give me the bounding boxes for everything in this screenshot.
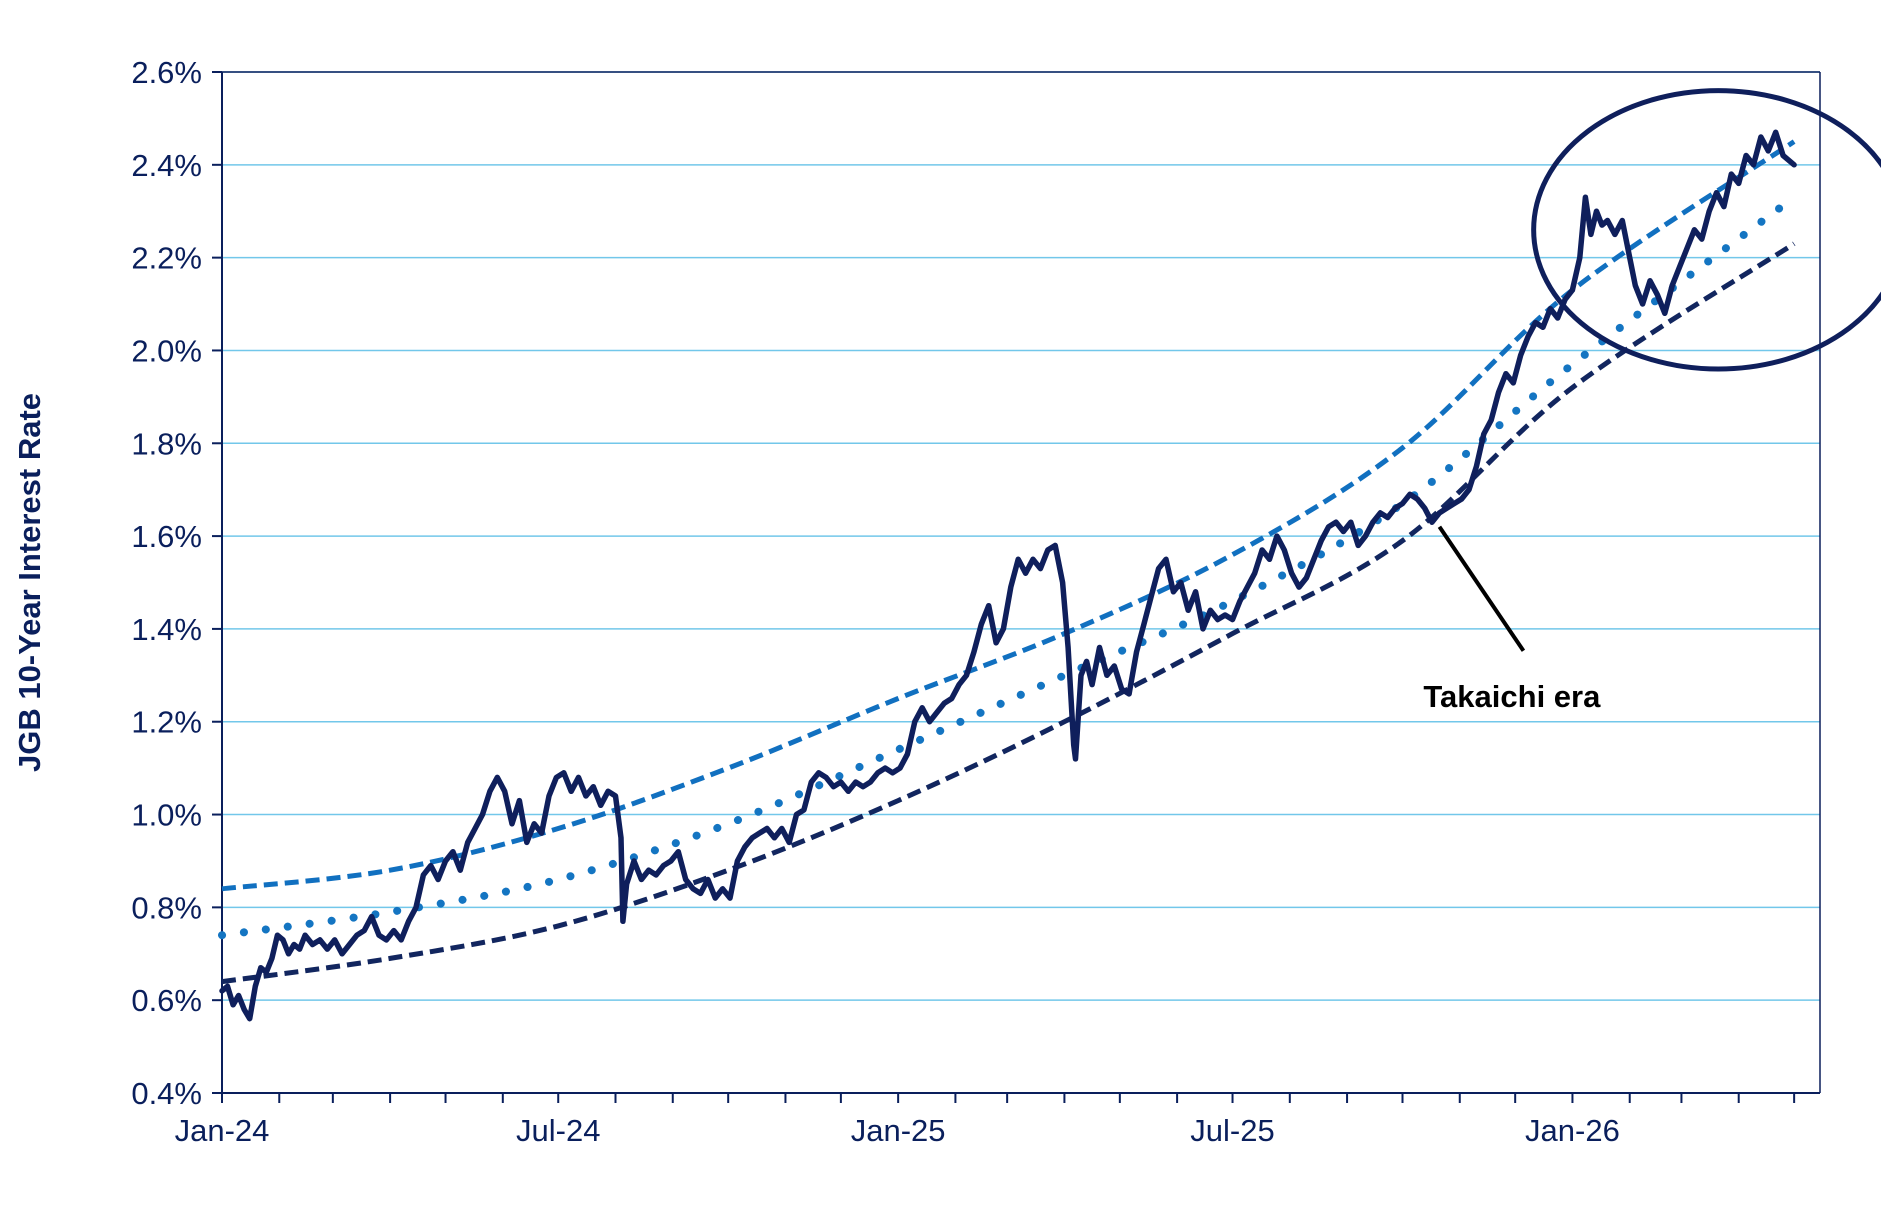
y-tick-label: 0.8%	[131, 890, 202, 925]
series-line-lower-band	[221, 241, 1796, 985]
axes	[212, 71, 1821, 1103]
y-tick-label: 2.6%	[131, 55, 202, 90]
annotation-pointer-line	[1437, 525, 1526, 652]
y-tick-label: 1.8%	[131, 426, 202, 461]
y-tick-label: 0.4%	[131, 1076, 202, 1111]
y-axis-title: JGB 10-Year Interest Rate	[12, 393, 47, 772]
highlight-ellipse	[1531, 88, 1881, 372]
y-tick-label: 2.2%	[131, 241, 202, 276]
series-line-upper-band	[221, 139, 1796, 892]
x-tick-label: Jul-25	[1190, 1113, 1274, 1148]
y-tick-label: 1.0%	[131, 798, 202, 833]
y-tick-label: 0.6%	[131, 983, 202, 1018]
y-tick-label: 1.4%	[131, 612, 202, 647]
y-tick-label: 2.0%	[131, 333, 202, 368]
y-tick-label: 1.2%	[131, 705, 202, 740]
x-tick-label: Jan-24	[175, 1113, 270, 1148]
x-tick-label: Jul-24	[516, 1113, 600, 1148]
x-tick-label: Jan-26	[1525, 1113, 1620, 1148]
annotations: Takaichi era	[1423, 88, 1881, 714]
y-tick-labels: 0.4% 0.6% 0.8% 1.0% 1.2% 1.4% 1.6% 1.8% 2.0% 2.2%…	[131, 55, 202, 1111]
series-lines	[218, 129, 1799, 1022]
series-line-jgb-10y-rate	[219, 129, 1797, 1022]
y-tick-label: 1.6%	[131, 519, 202, 554]
x-tick-label: Jan-25	[851, 1113, 946, 1148]
y-tick-label: 2.4%	[131, 148, 202, 183]
series-line-mid-trend	[218, 193, 1799, 940]
annotation-takaichi-era: Takaichi era	[1423, 679, 1601, 714]
x-tick-labels: Jan-24 Jul-24 Jan-25 Jul-25 Jan-26	[175, 1113, 1620, 1148]
